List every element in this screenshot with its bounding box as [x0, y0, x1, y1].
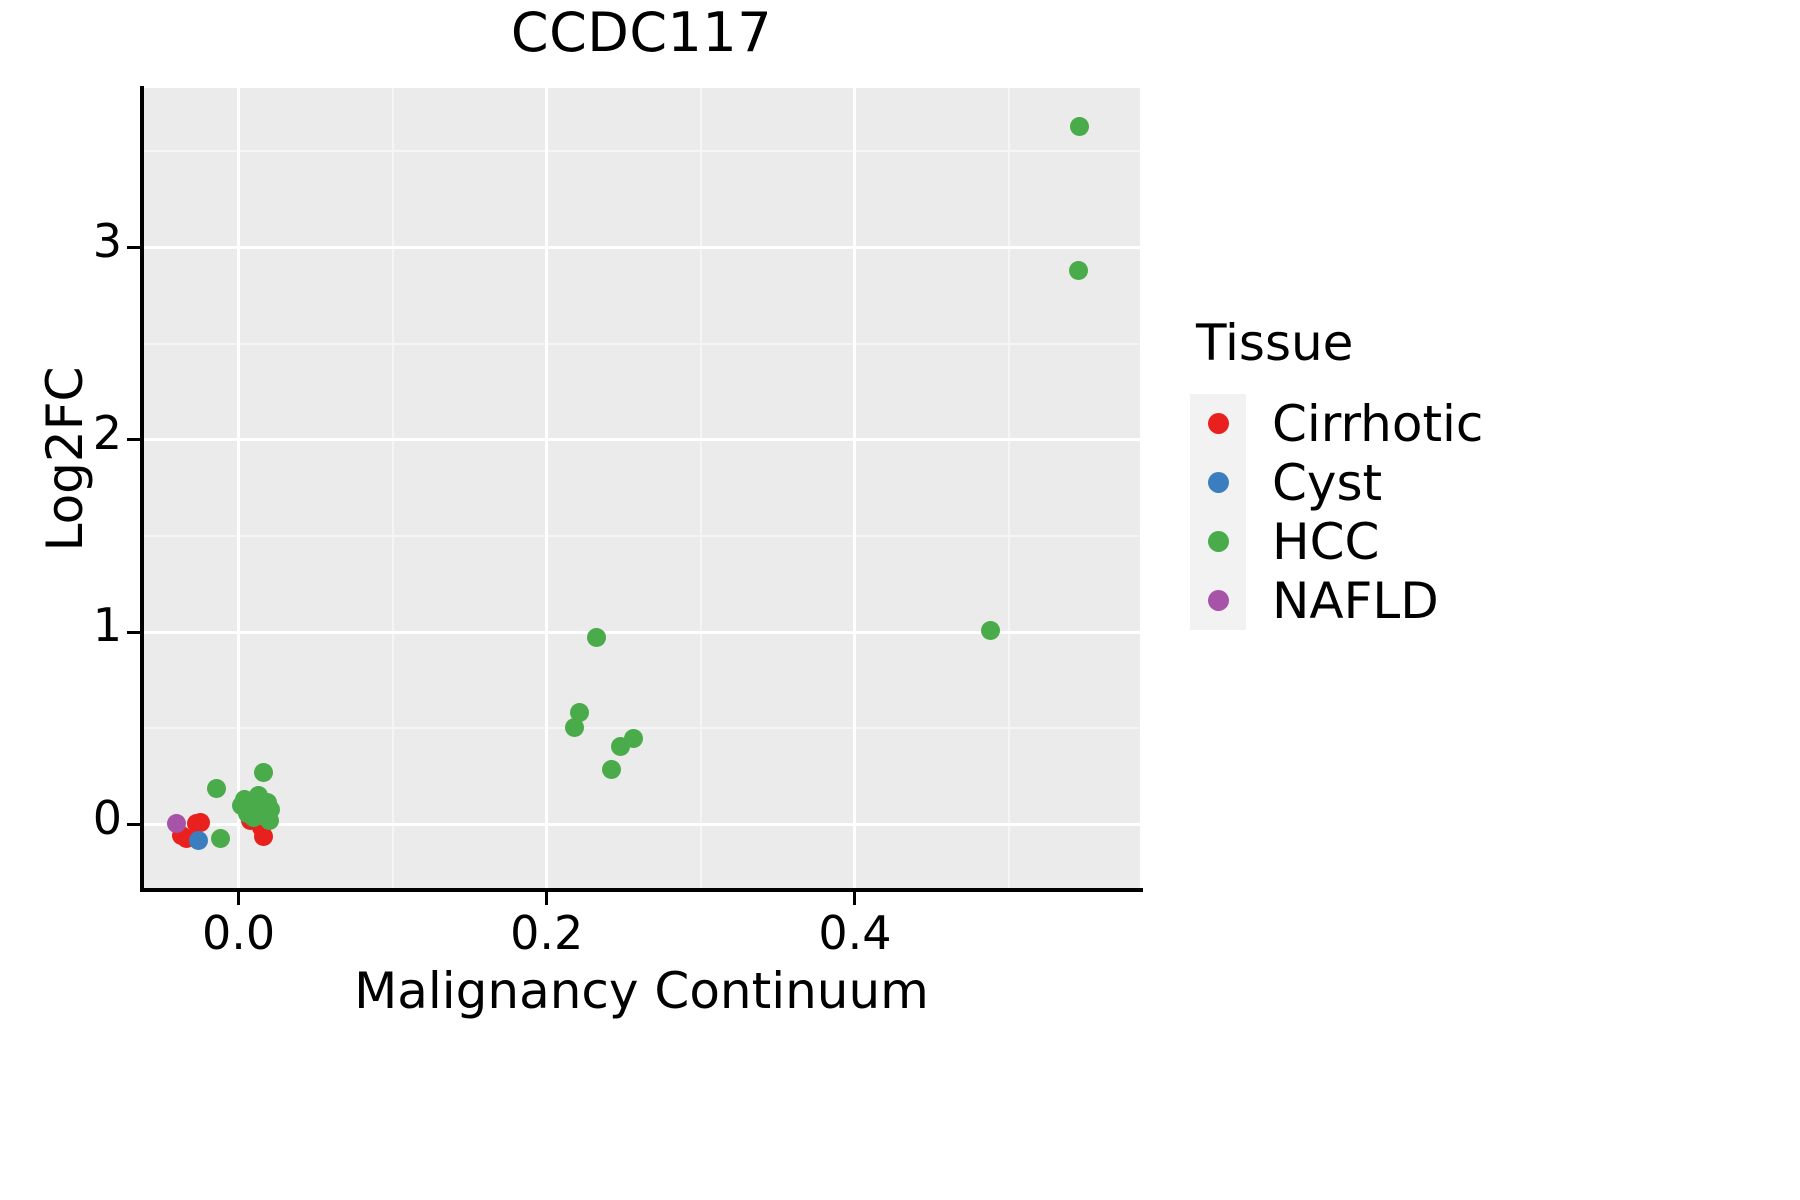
gridline-minor-horizontal — [143, 727, 1140, 730]
y-tick-mark — [127, 438, 140, 442]
gridline-minor-horizontal — [143, 342, 1140, 345]
scatter-point-cirrhotic — [190, 813, 210, 833]
y-tick-label: 3 — [92, 213, 122, 268]
scatter-point-hcc — [623, 729, 643, 749]
gridline-minor-horizontal — [143, 150, 1140, 153]
scatter-point-hcc — [207, 779, 227, 799]
legend-title: Tissue — [1196, 314, 1354, 372]
legend-dot-icon — [1207, 590, 1229, 611]
scatter-point-cirrhotic — [253, 826, 273, 846]
gridline-minor-horizontal — [143, 535, 1140, 538]
scatter-point-hcc — [1068, 261, 1088, 281]
legend: Tissue Cirrhotic Cyst HCC NAFLD — [1190, 318, 1730, 630]
legend-item-nafld[interactable]: NAFLD — [1190, 571, 1730, 630]
legend-item-label: Cyst — [1272, 453, 1383, 512]
legend-key-swatch — [1190, 394, 1246, 453]
gridline-major-horizontal — [143, 246, 1140, 250]
scatter-point-hcc — [253, 763, 273, 783]
x-tick-label: 0.4 — [818, 906, 892, 960]
gridline-minor-vertical — [1008, 88, 1011, 888]
x-tick-mark — [853, 892, 857, 905]
gridline-major-horizontal — [143, 630, 1140, 634]
y-tick-label: 2 — [92, 405, 122, 460]
legend-key-swatch — [1190, 571, 1246, 630]
scatter-point-nafld — [167, 814, 187, 834]
x-tick-mark — [237, 892, 241, 905]
legend-item-label: NAFLD — [1272, 571, 1439, 630]
scatter-point-cyst — [188, 831, 208, 851]
scatter-point-hcc — [210, 828, 230, 848]
x-axis-label: Malignancy Continuum — [354, 962, 929, 1020]
legend-item-hcc[interactable]: HCC — [1190, 512, 1730, 571]
gridline-major-vertical — [237, 88, 241, 888]
gridline-major-vertical — [853, 88, 857, 888]
y-tick-label: 0 — [92, 790, 122, 845]
scatter-point-hcc — [586, 627, 606, 647]
scatter-point-hcc — [1070, 116, 1090, 136]
gridline-minor-vertical — [699, 88, 702, 888]
legend-item-cyst[interactable]: Cyst — [1190, 453, 1730, 512]
legend-item-label: HCC — [1272, 512, 1380, 571]
y-tick-mark — [127, 630, 140, 634]
legend-item-cirrhotic[interactable]: Cirrhotic — [1190, 394, 1730, 453]
x-axis-line — [140, 888, 1143, 892]
page-title: CCDC117 — [510, 1, 773, 64]
legend-dot-icon — [1207, 472, 1229, 493]
y-axis-label: Log2FC — [36, 366, 94, 552]
scatter-point-hcc — [981, 620, 1001, 640]
legend-item-label: Cirrhotic — [1272, 394, 1484, 453]
legend-dot-icon — [1207, 531, 1229, 552]
gridline-major-horizontal — [143, 438, 1140, 442]
gridline-minor-vertical — [391, 88, 394, 888]
legend-dot-icon — [1207, 413, 1229, 434]
scatter-point-hcc — [564, 717, 584, 737]
scatter-point-hcc — [601, 760, 621, 780]
legend-key-swatch — [1190, 512, 1246, 571]
x-tick-mark — [545, 892, 549, 905]
gridline-major-horizontal — [143, 823, 1140, 827]
y-tick-mark — [127, 823, 140, 827]
y-tick-label: 1 — [92, 598, 122, 653]
gridline-major-vertical — [545, 88, 549, 888]
plot-panel — [143, 88, 1140, 888]
scatter-point-hcc — [569, 702, 589, 722]
legend-key-swatch — [1190, 453, 1246, 512]
x-tick-label: 0.0 — [201, 906, 276, 960]
y-axis-line — [140, 86, 144, 892]
scatter-point-hcc — [261, 799, 281, 819]
y-tick-mark — [127, 246, 140, 250]
legend-items: Cirrhotic Cyst HCC NAFLD — [1190, 394, 1730, 630]
x-tick-label: 0.2 — [510, 906, 584, 960]
